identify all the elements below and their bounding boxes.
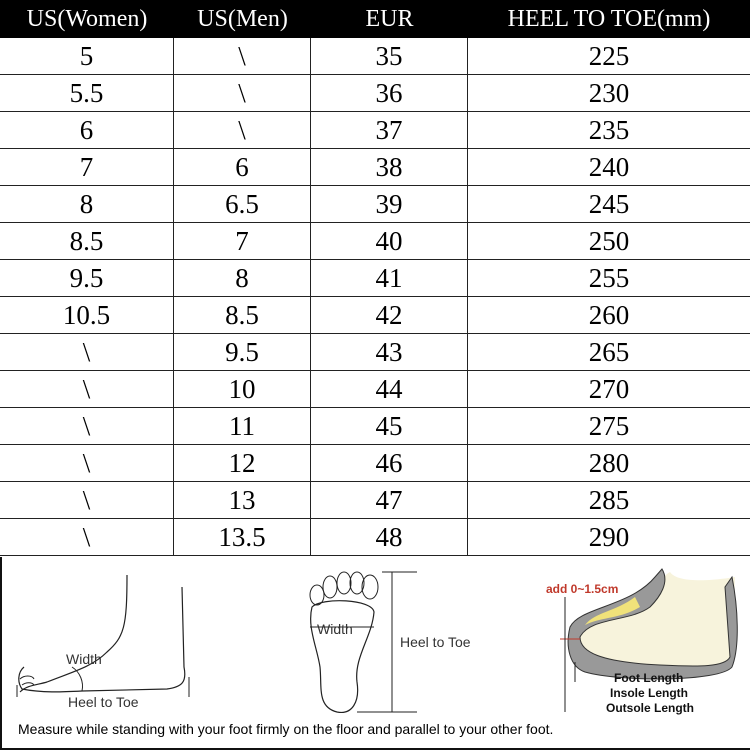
cell-heel-to-toe: 285 bbox=[588, 484, 630, 515]
cell-eur: 37 bbox=[311, 112, 468, 148]
cell-us-men: 7 bbox=[174, 223, 311, 259]
cell-us-men: 8 bbox=[174, 260, 311, 296]
cell-heel-to-toe: 230 bbox=[588, 77, 630, 108]
cell-us-women: 7 bbox=[0, 149, 174, 185]
cell-heel-to-toe: 290 bbox=[588, 521, 630, 552]
cell-us-women: \ bbox=[0, 408, 174, 444]
cell-us-women: \ bbox=[0, 482, 174, 518]
outsole-length-label: Outsole Length bbox=[606, 701, 694, 715]
cell-eur: 46 bbox=[311, 445, 468, 481]
table-row: \ 9.5 43 265 bbox=[0, 334, 750, 371]
table-row: 5.5 \ 36 230 bbox=[0, 75, 750, 112]
cell-eur: 44 bbox=[311, 371, 468, 407]
top-foot-diagram bbox=[309, 571, 417, 713]
table-row: \ 10 44 270 bbox=[0, 371, 750, 408]
cell-us-women: 5.5 bbox=[0, 75, 174, 111]
top-width-label: Width bbox=[317, 621, 353, 637]
table-row: 5 \ 35 225 bbox=[0, 38, 750, 75]
top-heel-to-toe-label: Heel to Toe bbox=[400, 634, 471, 650]
table-body: 5 \ 35 225 5.5 \ 36 230 6 \ 37 235 7 6 38 240 8 6.5 39 245 8… bbox=[0, 38, 750, 556]
cell-us-men: 13 bbox=[174, 482, 311, 518]
cell-us-women: 9.5 bbox=[0, 260, 174, 296]
cell-us-men: \ bbox=[174, 38, 311, 74]
cell-us-women: \ bbox=[0, 371, 174, 407]
table-row: 10.5 8.5 42 260 bbox=[0, 297, 750, 334]
cell-us-women: 8.5 bbox=[0, 223, 174, 259]
cell-us-women: \ bbox=[0, 445, 174, 481]
insole-length-label: Insole Length bbox=[610, 686, 688, 700]
table-row: \ 12 46 280 bbox=[0, 445, 750, 482]
cell-us-men: 12 bbox=[174, 445, 311, 481]
cell-eur: 48 bbox=[311, 519, 468, 555]
table-row: 9.5 8 41 255 bbox=[0, 260, 750, 297]
header-eur: EUR bbox=[365, 5, 414, 32]
table-row: \ 13.5 48 290 bbox=[0, 519, 750, 556]
cell-eur: 41 bbox=[311, 260, 468, 296]
table-row: 8.5 7 40 250 bbox=[0, 223, 750, 260]
cell-heel-to-toe: 245 bbox=[588, 188, 630, 219]
cell-eur: 43 bbox=[311, 334, 468, 370]
cell-us-women: \ bbox=[0, 519, 174, 555]
cell-us-men: 10 bbox=[174, 371, 311, 407]
cell-us-men: \ bbox=[174, 112, 311, 148]
add-allowance-note: add 0~1.5cm bbox=[546, 582, 619, 596]
cell-heel-to-toe: 275 bbox=[588, 410, 630, 441]
cell-heel-to-toe: 270 bbox=[588, 373, 630, 404]
cell-us-men: 8.5 bbox=[174, 297, 311, 333]
cell-heel-to-toe: 235 bbox=[588, 114, 630, 145]
measuring-instruction: Measure while standing with your foot fi… bbox=[18, 721, 554, 737]
cell-us-women: \ bbox=[0, 334, 174, 370]
cell-eur: 45 bbox=[311, 408, 468, 444]
cell-heel-to-toe: 255 bbox=[588, 262, 630, 293]
cell-us-men: 6.5 bbox=[174, 186, 311, 222]
table-row: \ 13 47 285 bbox=[0, 482, 750, 519]
cell-heel-to-toe: 260 bbox=[588, 299, 630, 330]
cell-us-women: 10.5 bbox=[0, 297, 174, 333]
table-row: \ 11 45 275 bbox=[0, 408, 750, 445]
cell-heel-to-toe: 265 bbox=[588, 336, 630, 367]
cell-eur: 36 bbox=[311, 75, 468, 111]
cell-us-women: 6 bbox=[0, 112, 174, 148]
cell-eur: 40 bbox=[311, 223, 468, 259]
measurement-guide: Width Heel to Toe Width Heel to Toe add … bbox=[0, 557, 750, 750]
side-heel-to-toe-label: Heel to Toe bbox=[68, 694, 139, 710]
cell-eur: 47 bbox=[311, 482, 468, 518]
cell-eur: 39 bbox=[311, 186, 468, 222]
cell-us-women: 8 bbox=[0, 186, 174, 222]
cell-eur: 38 bbox=[311, 149, 468, 185]
side-foot-diagram bbox=[16, 574, 190, 697]
foot-length-label: Foot Length bbox=[614, 671, 684, 685]
cell-eur: 35 bbox=[311, 38, 468, 74]
header-heel-to-toe: HEEL TO TOE(mm) bbox=[507, 5, 711, 32]
cell-heel-to-toe: 250 bbox=[588, 225, 630, 256]
cell-eur: 42 bbox=[311, 297, 468, 333]
cell-us-women: 5 bbox=[0, 38, 174, 74]
table-row: 7 6 38 240 bbox=[0, 149, 750, 186]
cell-us-men: \ bbox=[174, 75, 311, 111]
cell-us-men: 11 bbox=[174, 408, 311, 444]
header-us-women: US(Women) bbox=[26, 5, 148, 32]
cell-us-men: 6 bbox=[174, 149, 311, 185]
table-header: US(Women) US(Men) EUR HEEL TO TOE(mm) bbox=[0, 0, 750, 38]
header-us-men: US(Men) bbox=[197, 5, 288, 32]
cell-us-men: 13.5 bbox=[174, 519, 311, 555]
side-width-label: Width bbox=[66, 651, 102, 667]
cell-heel-to-toe: 225 bbox=[588, 40, 630, 71]
shoe-cross-section-diagram bbox=[560, 568, 738, 712]
table-row: 6 \ 37 235 bbox=[0, 112, 750, 149]
cell-us-men: 9.5 bbox=[174, 334, 311, 370]
cell-heel-to-toe: 280 bbox=[588, 447, 630, 478]
table-row: 8 6.5 39 245 bbox=[0, 186, 750, 223]
cell-heel-to-toe: 240 bbox=[588, 151, 630, 182]
